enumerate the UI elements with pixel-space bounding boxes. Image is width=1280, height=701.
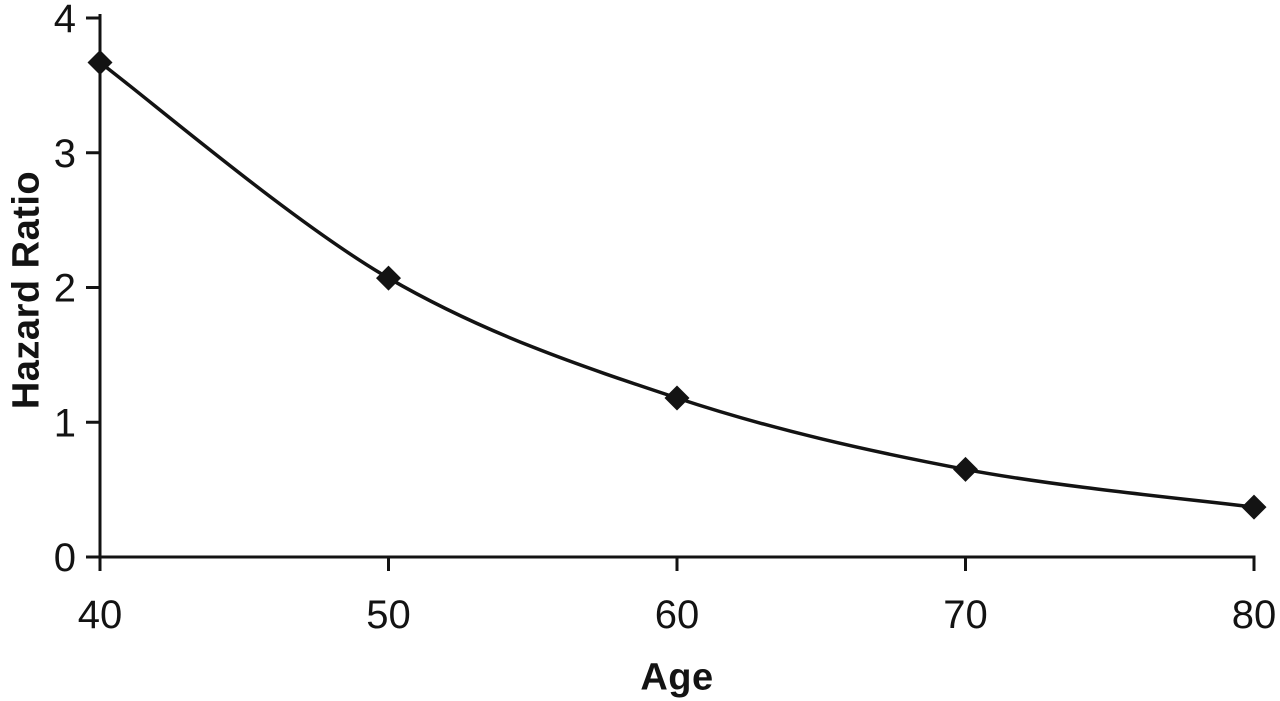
x-tick-label: 50 bbox=[366, 593, 411, 637]
data-point-marker bbox=[87, 49, 113, 75]
series-line bbox=[98, 60, 1256, 509]
y-tick-label: 0 bbox=[54, 536, 76, 580]
x-tick-label: 70 bbox=[943, 593, 988, 637]
data-point-marker bbox=[1241, 494, 1267, 520]
y-tick-label: 2 bbox=[54, 267, 76, 311]
x-tick-label: 40 bbox=[78, 593, 123, 637]
y-tick-label: 4 bbox=[54, 0, 76, 41]
x-tick-label: 80 bbox=[1232, 593, 1277, 637]
data-point-marker bbox=[376, 265, 401, 291]
x-axis-label: Age bbox=[640, 656, 714, 699]
data-point-marker bbox=[953, 456, 978, 482]
data-point-marker bbox=[664, 385, 690, 411]
y-tick-label: 1 bbox=[54, 401, 76, 445]
x-tick-label: 60 bbox=[655, 593, 700, 637]
y-tick-label: 3 bbox=[54, 132, 76, 176]
y-axis-label: Hazard Ratio bbox=[5, 170, 48, 410]
